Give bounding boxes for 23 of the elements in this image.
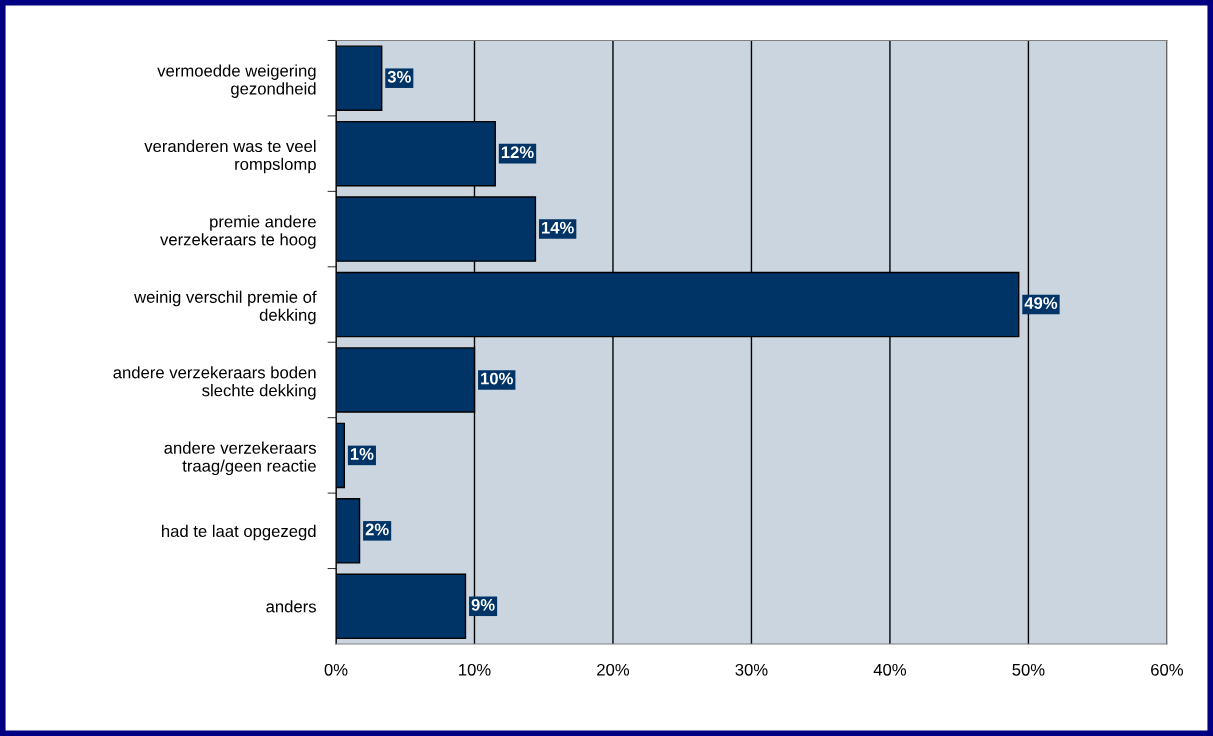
x-tick-label: 30%: [735, 663, 768, 676]
y-tick-label: andere verzekeraars traag/geen reactie: [164, 441, 316, 476]
data-label: 49%: [1024, 297, 1058, 309]
y-tick-label: premie andere verzekeraars te hoog: [160, 215, 316, 249]
y-tick-label: anders: [266, 600, 316, 613]
x-tick-label: 60%: [1151, 663, 1183, 676]
data-label: 12%: [501, 146, 534, 159]
x-tick-label: 20%: [597, 663, 630, 676]
x-tick-label: 10%: [459, 663, 491, 676]
data-label: 2%: [365, 523, 389, 536]
data-label: 3%: [387, 70, 411, 83]
y-tick-label: weinig verschil premie of dekking: [134, 290, 317, 325]
data-label: 10%: [481, 372, 513, 385]
y-tick-label: veranderen was te veel rompslomp: [144, 139, 316, 174]
y-tick-label: andere verzekeraars boden slechte dekking: [113, 366, 316, 400]
y-tick-label: vermoedde weigering gezondheid: [157, 64, 316, 98]
x-tick-label: 40%: [873, 663, 907, 676]
data-label: 1%: [350, 448, 374, 460]
data-label: 9%: [471, 598, 495, 611]
data-label: 14%: [542, 221, 574, 234]
y-tick-label: had te laat opgezegd: [162, 524, 316, 541]
x-tick-label: 0%: [324, 663, 348, 676]
x-tick-label: 50%: [1012, 663, 1045, 676]
